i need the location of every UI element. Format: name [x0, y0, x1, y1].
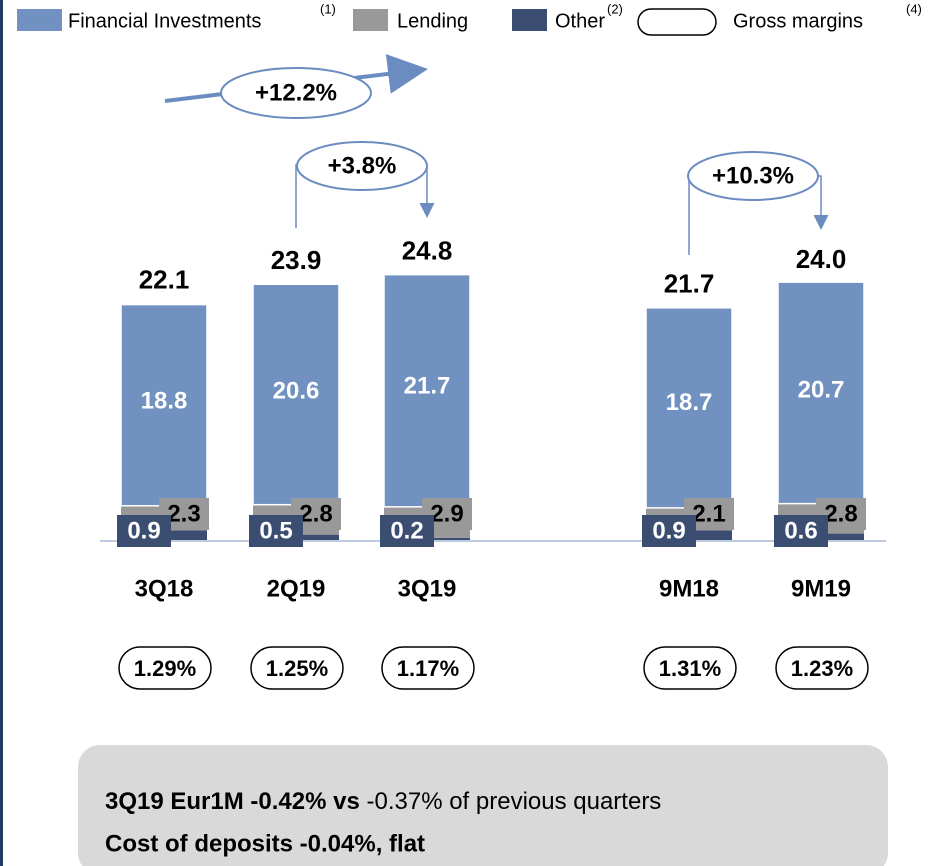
- legend-swatch: [637, 8, 717, 36]
- margin-bubble: [381, 646, 475, 690]
- x-tick-label: 2Q19: [267, 575, 326, 602]
- label-box: [380, 515, 434, 547]
- bar-segment: [120, 303, 208, 507]
- value-label: 20.7: [798, 376, 845, 403]
- bar-segment: [645, 307, 733, 509]
- footer-box: [78, 745, 888, 866]
- value-label: 2.8: [299, 500, 332, 527]
- annotation-bubble: [296, 141, 428, 191]
- bar-segment: [383, 273, 471, 508]
- margin-label: 1.23%: [791, 656, 853, 681]
- x-tick-label: 3Q18: [135, 575, 194, 602]
- value-label: 2.1: [692, 500, 725, 527]
- label-box: [774, 515, 828, 547]
- label-box: [642, 515, 696, 547]
- legend-label: Gross margins: [733, 10, 863, 32]
- x-tick-label: 9M19: [791, 575, 851, 602]
- left-border: [0, 0, 3, 866]
- legend-label: Lending: [397, 10, 468, 32]
- total-label: 22.1: [139, 264, 190, 294]
- value-label: 21.7: [404, 373, 451, 400]
- x-tick-label: 3Q19: [398, 575, 457, 602]
- total-label: 23.9: [271, 245, 322, 275]
- value-label: 18.7: [666, 389, 713, 416]
- bar-segment: [777, 281, 865, 505]
- legend-swatch: [353, 9, 388, 31]
- footer-normal: -0.37% of previous quarters: [366, 788, 661, 815]
- total-label: 24.8: [402, 236, 453, 266]
- value-label: 0.2: [390, 517, 423, 544]
- value-label: 0.5: [259, 517, 292, 544]
- margin-bubble: [118, 646, 212, 690]
- margin-label: 1.29%: [134, 656, 196, 681]
- value-label: 2.9: [430, 500, 463, 527]
- annotation: +10.3%: [712, 162, 794, 189]
- legend-label: Other: [555, 10, 605, 32]
- value-label: 2.3: [167, 500, 200, 527]
- margin-bubble: [643, 646, 737, 690]
- legend-swatch: [17, 9, 62, 31]
- x-tick-label: 9M18: [659, 575, 719, 602]
- total-label: 21.7: [664, 269, 715, 299]
- value-label: 20.6: [273, 377, 320, 404]
- annotation: +12.2%: [255, 79, 337, 106]
- legend-note: (4): [906, 1, 922, 16]
- annotation-bubble: [220, 67, 372, 119]
- label-box: [249, 515, 303, 547]
- total-label: 24.0: [796, 244, 847, 274]
- legend-note: (2): [607, 1, 623, 16]
- margin-bubble: [775, 646, 869, 690]
- margin-label: 1.17%: [397, 656, 459, 681]
- annotation-bubble: [687, 151, 819, 201]
- annotation: +3.8%: [328, 152, 397, 179]
- legend-swatch: [512, 9, 547, 31]
- footer-bold: 3Q19 Eur1M -0.42% vs: [105, 788, 360, 815]
- value-label: 0.9: [652, 517, 685, 544]
- footer-line: 3Q19 Eur1M -0.42% vs -0.37% of previous …: [105, 788, 661, 815]
- value-label: 2.8: [824, 500, 857, 527]
- label-box: [117, 515, 171, 547]
- value-label: 0.9: [127, 517, 160, 544]
- margin-label: 1.25%: [266, 656, 328, 681]
- legend-note: (1): [320, 1, 336, 16]
- legend-label: Financial Investments: [68, 10, 261, 32]
- bar-segment: [252, 283, 340, 506]
- value-label: 18.8: [141, 388, 188, 415]
- margin-label: 1.31%: [659, 656, 721, 681]
- footer-line: Cost of deposits -0.04%, flat: [105, 830, 425, 857]
- margin-bubble: [250, 646, 344, 690]
- value-label: 0.6: [784, 517, 817, 544]
